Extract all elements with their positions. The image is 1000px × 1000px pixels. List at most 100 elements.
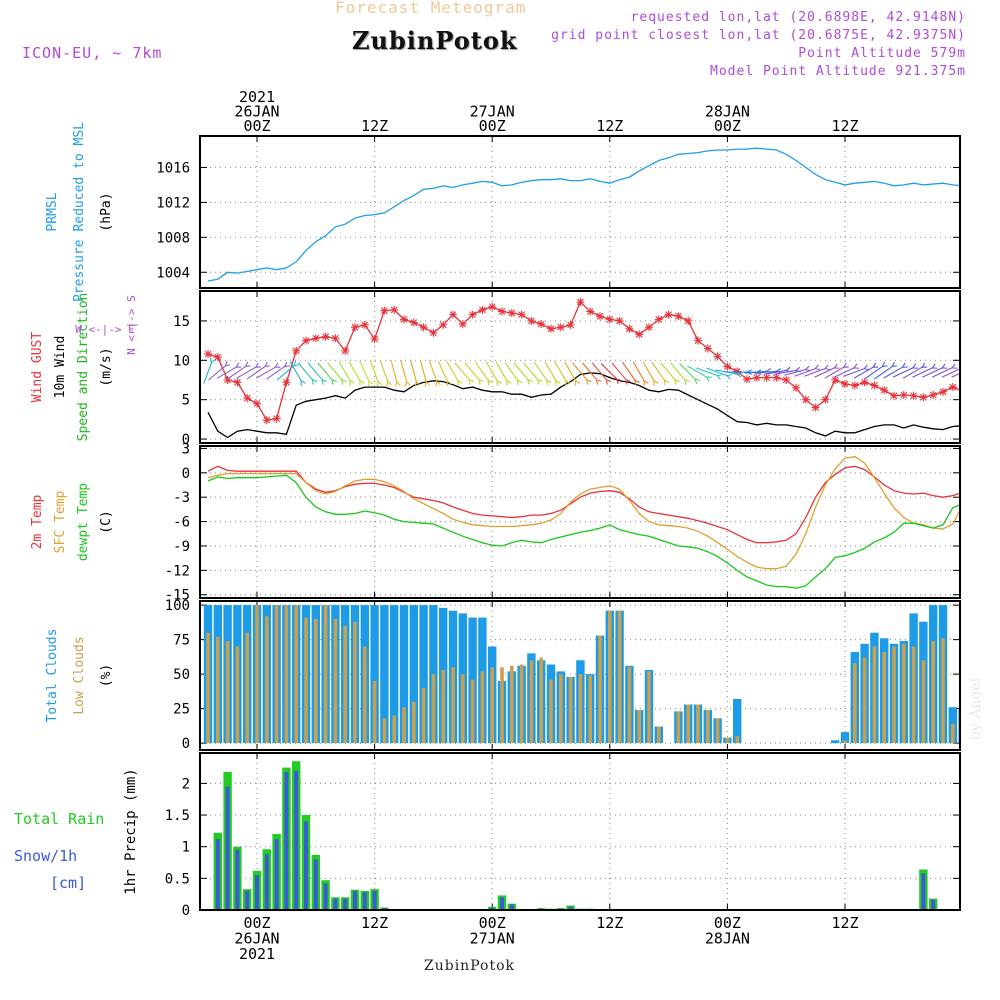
wind-direction-arrow <box>902 362 928 379</box>
wind-arrow-shaft <box>410 360 417 382</box>
wind-direction-arrow <box>864 361 888 380</box>
bar-snow-1h <box>235 849 240 910</box>
series-line-2m Temp <box>207 465 960 544</box>
wind-arrow-head <box>376 380 383 387</box>
wind-arrow-head <box>705 376 712 382</box>
wind-direction-arrow <box>464 362 484 385</box>
gust-marker <box>596 312 604 321</box>
wind-arrow-shaft <box>390 360 398 382</box>
wind-arrow-shaft <box>814 367 835 378</box>
wind-direction-arrow <box>446 361 463 386</box>
legend-total-rain: Total Rain <box>14 810 104 828</box>
bar-low-clouds <box>294 605 298 744</box>
bar-low-clouds <box>274 605 279 744</box>
wind-arrow-shaft <box>754 370 777 374</box>
gust-marker <box>743 375 751 384</box>
wind-arrow-head <box>891 361 898 368</box>
time-label-top: 00Z <box>479 117 506 135</box>
wind-arrow-shaft <box>297 362 313 381</box>
gust-marker <box>223 375 232 384</box>
gust-marker <box>498 307 506 316</box>
requested-coords: requested lon,lat (20.6898E, 42.9148N) <box>630 10 966 25</box>
wind-arrow-shaft <box>931 367 953 378</box>
bar-low-clouds <box>421 687 426 744</box>
bar-low-clouds <box>206 632 210 744</box>
bar-total-clouds <box>831 740 840 744</box>
data-clouds <box>203 605 996 744</box>
wind-direction-arrow <box>428 360 441 387</box>
bar-low-clouds <box>696 704 700 744</box>
wind-direction-arrow <box>419 360 431 387</box>
wind-direction-arrow <box>437 360 452 387</box>
bar-low-clouds <box>539 657 543 744</box>
bar-total-clouds <box>733 699 742 744</box>
bar-low-clouds <box>382 718 387 744</box>
wind-direction-arrow <box>410 360 421 387</box>
bar-low-clouds <box>284 605 289 744</box>
wind-direction-arrow <box>485 361 502 386</box>
gust-marker <box>449 310 457 319</box>
wind-direction-arrow <box>922 363 948 378</box>
model-label: ICON-EU, ~ 7km <box>22 44 163 62</box>
gust-marker <box>204 350 212 359</box>
wind-arrow-shaft <box>327 362 343 381</box>
wind-arrow-shaft <box>642 361 655 381</box>
bar-low-clouds <box>627 667 632 744</box>
bar-snow-1h <box>372 891 377 910</box>
point-altitude: Point Altitude 579m <box>798 46 966 61</box>
y-axis-label: 2m Temp <box>30 494 45 549</box>
gust-marker <box>801 395 810 404</box>
wind-arrow-shaft <box>591 362 607 381</box>
bar-snow-1h <box>323 883 328 910</box>
gust-marker <box>468 310 477 319</box>
y-tick-label: -15 <box>165 588 190 604</box>
wind-direction-arrow <box>892 363 918 378</box>
bar-snow-1h <box>333 898 338 910</box>
bar-low-clouds <box>951 723 955 744</box>
wind-arrow-shaft <box>533 361 548 381</box>
gust-marker <box>782 375 791 384</box>
panel-precip: 0 0.5 1 1.5 2 1hr Precip (mm) <box>123 752 961 919</box>
wind-direction-arrow <box>227 361 251 380</box>
wind-direction-arrow <box>632 361 649 386</box>
wind-direction-arrow <box>475 361 493 386</box>
bar-low-clouds <box>549 679 553 744</box>
wind-direction-arrow <box>824 362 849 379</box>
gust-marker <box>282 378 291 387</box>
bar-low-clouds <box>637 710 641 744</box>
wind-direction-arrow <box>317 362 337 385</box>
wind-direction-arrow <box>941 368 960 378</box>
gust-marker <box>331 334 340 343</box>
series-line-dewpt Temp <box>207 474 960 589</box>
bar-total-clouds <box>419 605 428 744</box>
wind-direction-arrow <box>873 361 898 380</box>
wind-direction-arrow <box>495 361 512 386</box>
time-label-top: 12Z <box>831 117 858 135</box>
bar-low-clouds <box>902 643 906 744</box>
wind-arrow-head <box>264 361 271 368</box>
bar-low-clouds <box>568 676 573 744</box>
wind-arrow-head <box>359 379 365 386</box>
wind-direction-arrow <box>883 362 908 379</box>
wind-arrow-shaft <box>544 361 557 381</box>
bar-total-clouds <box>988 605 996 743</box>
bar-low-clouds <box>255 605 259 744</box>
bar-low-clouds <box>480 671 485 744</box>
bar-low-clouds <box>470 679 475 744</box>
wind-arrow-shaft <box>670 362 686 381</box>
bar-low-clouds <box>941 638 945 744</box>
wind-arrow-head <box>716 374 723 380</box>
wind-arrow-head <box>842 362 849 368</box>
wind-arrow-shaft <box>317 362 333 381</box>
y-tick-label: -3 <box>173 490 190 506</box>
gust-marker <box>615 316 624 325</box>
bar-snow-1h <box>313 859 318 910</box>
gust-marker <box>870 381 879 390</box>
bar-low-clouds <box>529 660 534 744</box>
wind-arrow-shaft <box>379 360 389 382</box>
y-axis-label: Wind GUST <box>30 332 45 403</box>
time-label-bottom: 00Z <box>714 914 741 932</box>
panel-wind: 0 5 10 15 Wind GUST 10m Wind Speed and Directi… <box>30 290 961 448</box>
data-pressure <box>207 147 960 282</box>
bar-low-clouds <box>412 701 416 744</box>
